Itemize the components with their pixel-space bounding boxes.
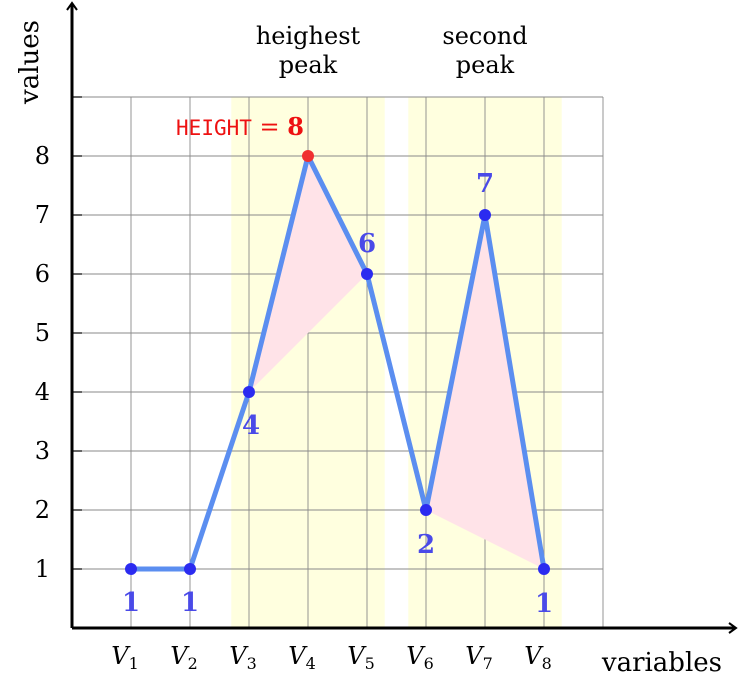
- x-tick-subscript: 6: [424, 654, 434, 673]
- region-label-line2-1: peak: [279, 51, 338, 79]
- data-label: 4: [242, 411, 260, 441]
- data-point: [184, 563, 196, 575]
- y-tick-label: 5: [35, 319, 50, 347]
- x-tick-main: V: [111, 642, 131, 670]
- x-tick-label: V8: [524, 642, 552, 673]
- x-tick-main: V: [229, 642, 249, 670]
- y-tick-label: 3: [35, 437, 50, 465]
- y-axis-label: values: [15, 20, 45, 105]
- region-label-line1-2: second: [442, 22, 527, 50]
- x-tick-main: V: [406, 642, 426, 670]
- x-tick-main: V: [524, 642, 544, 670]
- axes: [66, 1, 738, 634]
- region-label-line1-1: heighest: [256, 22, 361, 50]
- data-label: 1: [181, 588, 199, 618]
- x-tick-label: V5: [347, 642, 375, 673]
- point-labels: 1 1 4 6 2 7 1: [122, 169, 553, 619]
- max-annotation-equals: =: [252, 113, 287, 141]
- y-tick-label: 2: [35, 496, 50, 524]
- x-tick-main: V: [347, 642, 367, 670]
- data-point-max: [302, 150, 314, 162]
- x-tick-subscript: 7: [483, 654, 493, 673]
- max-annotation-value: 8: [287, 112, 304, 141]
- data-label: 1: [535, 589, 553, 619]
- x-tick-label: V3: [229, 642, 257, 673]
- x-tick-main: V: [288, 642, 308, 670]
- data-point: [125, 563, 137, 575]
- x-tick-subscript: 4: [306, 654, 316, 673]
- data-point: [243, 386, 255, 398]
- x-tick-main: V: [465, 642, 485, 670]
- data-label: 6: [358, 229, 376, 259]
- data-point: [420, 504, 432, 516]
- x-tick-subscript: 3: [247, 654, 257, 673]
- y-tick-label: 7: [35, 201, 50, 229]
- max-annotation-prefix: HEIGHT: [176, 116, 252, 140]
- x-tick-subscript: 8: [542, 654, 552, 673]
- max-annotation: HEIGHT = 8: [176, 112, 304, 141]
- x-tick-label: V2: [170, 642, 198, 673]
- data-label: 7: [476, 169, 494, 199]
- x-tick-subscript: 2: [188, 654, 198, 673]
- x-tick-label: V1: [111, 642, 139, 673]
- data-label: 2: [417, 530, 435, 560]
- data-series: [125, 150, 550, 575]
- y-tick-label: 8: [35, 142, 50, 170]
- data-label: 1: [122, 588, 140, 618]
- x-tick-label: V6: [406, 642, 434, 673]
- x-tick-subscript: 5: [365, 654, 375, 673]
- data-point: [479, 209, 491, 221]
- y-tick-label: 4: [35, 378, 50, 406]
- peak-triangle-2: [426, 215, 544, 569]
- series-line: [128, 153, 547, 572]
- x-tick-subscript: 1: [129, 654, 139, 673]
- x-axis-label: variables: [601, 648, 722, 678]
- data-point: [538, 563, 550, 575]
- x-tick-main: V: [170, 642, 190, 670]
- y-tick-label: 6: [35, 260, 50, 288]
- y-tick-label: 1: [35, 555, 50, 583]
- x-tick-label: V7: [465, 642, 493, 673]
- x-tick-label: V4: [288, 642, 316, 673]
- data-point: [361, 268, 373, 280]
- region-label-line2-2: peak: [456, 51, 515, 79]
